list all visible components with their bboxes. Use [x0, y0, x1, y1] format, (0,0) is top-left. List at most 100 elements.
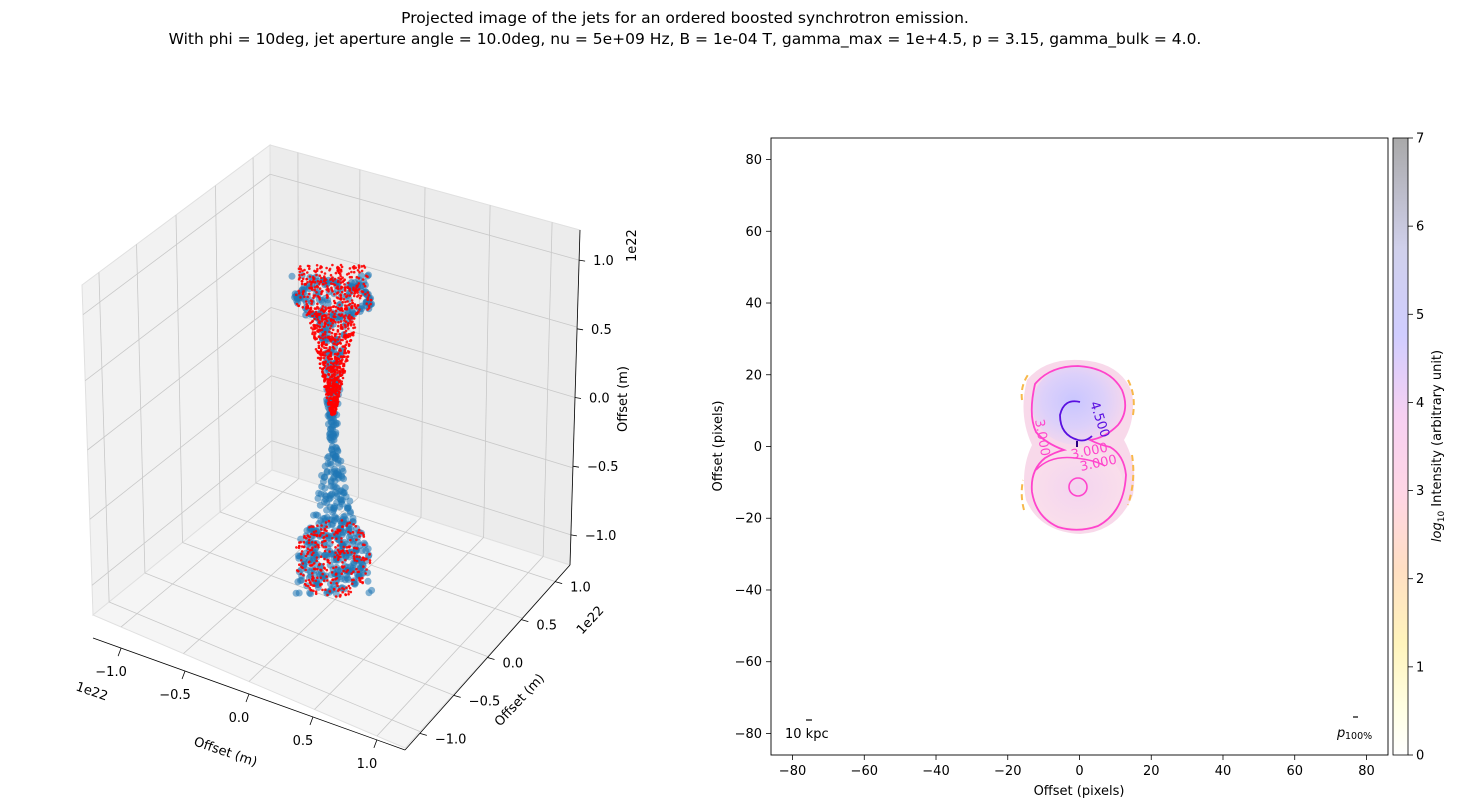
scatter-point — [348, 267, 352, 270]
scatter-point — [321, 367, 324, 371]
scatter-point — [339, 367, 342, 370]
scatter-point — [306, 295, 310, 299]
scatter-point — [333, 404, 337, 408]
scatter-point — [332, 362, 335, 366]
scatter-point — [323, 322, 327, 326]
scatter-point — [340, 290, 344, 294]
scatter-point — [341, 300, 345, 304]
scatter-point — [343, 292, 347, 296]
scatter-point — [352, 554, 356, 558]
colorbar-tick-label: 0 — [1416, 749, 1424, 764]
scatter-point — [335, 394, 339, 398]
scatter-3d-panel: −1.0 −0.5 0.0 0.5 1.0 −1.0 −0.5 0.0 0.5 1.0 −1.0 −0… — [74, 144, 640, 772]
scatter-point — [312, 511, 320, 519]
scatter-point — [334, 340, 337, 343]
scatter-point — [306, 305, 310, 309]
scatter-point — [316, 280, 320, 283]
scatter-point — [321, 541, 324, 544]
contour-label-3000-a: 3.000 — [1031, 418, 1052, 457]
scatter-point — [325, 453, 333, 460]
z-tick-label-3d: 0.0 — [589, 392, 610, 407]
scatter-point — [348, 275, 352, 279]
scatter-point — [315, 556, 319, 559]
scatter-point — [336, 548, 340, 552]
scatter-point — [308, 264, 311, 268]
scatter-point — [321, 370, 324, 373]
scatter-point — [347, 590, 350, 593]
scatter-point — [339, 270, 343, 273]
scatter-point — [337, 589, 340, 592]
scatter-point — [350, 578, 354, 582]
scatter-point — [300, 550, 304, 553]
scatter-point — [344, 307, 347, 310]
scatter-point — [334, 401, 338, 404]
scatter-point — [297, 304, 301, 308]
scatter-point — [309, 286, 312, 290]
scatter-point — [351, 530, 355, 534]
scatter-points — [288, 263, 376, 598]
scatter-point — [327, 403, 331, 406]
scatter-point — [297, 289, 301, 293]
scatter-point — [347, 530, 350, 534]
scatter-point — [328, 335, 331, 339]
scatter-point — [310, 281, 314, 284]
scatter-point — [345, 295, 348, 299]
scatter-point — [323, 557, 326, 561]
scatter-point — [339, 296, 343, 300]
scatter-point — [313, 286, 317, 289]
scatter-point — [325, 346, 328, 350]
scatter-point — [314, 592, 318, 596]
scatter-point — [329, 318, 333, 322]
scatter-point — [335, 332, 338, 336]
scatter-point — [351, 582, 354, 586]
scatter-point — [313, 288, 317, 292]
scatter-point — [356, 269, 360, 272]
scatter-point — [343, 289, 347, 292]
scatter-point — [350, 291, 353, 295]
scatter-point — [319, 336, 322, 340]
scatter-point — [334, 309, 338, 313]
scatter-point — [353, 292, 356, 295]
scatter-point — [333, 301, 337, 305]
scatter-point — [358, 308, 361, 311]
scatter-point — [359, 569, 367, 577]
scatter-point — [332, 412, 336, 416]
scatter-point — [332, 395, 336, 399]
scatter-point — [297, 292, 301, 295]
scatter-point — [337, 321, 340, 324]
scatter-point — [311, 575, 314, 578]
scatter-point — [320, 316, 324, 320]
scatter-point — [308, 549, 312, 552]
scatter-point — [310, 314, 314, 318]
scatter-point — [323, 325, 327, 328]
scatter-point — [345, 570, 348, 573]
scatter-point — [333, 334, 337, 338]
scatter-point — [322, 562, 325, 566]
scatter-point — [354, 525, 358, 528]
scatter-point — [299, 265, 302, 268]
y-axis-label-2d: Offset (pixels) — [711, 401, 726, 492]
scatter-point — [304, 300, 308, 303]
scatter-point — [348, 289, 352, 292]
scatter-point — [348, 314, 351, 317]
scatter-point — [319, 582, 322, 586]
y-tick-3d — [419, 732, 427, 736]
scatter-point — [339, 325, 343, 329]
scatter-point — [341, 376, 345, 380]
z-tick-label-3d: −0.5 — [587, 460, 619, 475]
scatter-point — [343, 278, 347, 282]
scatter-point — [359, 294, 363, 298]
scatter-point — [304, 554, 308, 558]
scatter-point — [345, 586, 348, 590]
x-tick-label-3d: −1.0 — [95, 665, 127, 680]
scatter-point — [303, 268, 306, 272]
grid-line-3d — [376, 556, 544, 737]
scatter-point — [321, 351, 325, 354]
z-tick-3d — [579, 259, 586, 262]
scatter-point — [347, 344, 351, 348]
scatter-point — [333, 283, 337, 287]
colorbar — [1393, 138, 1408, 755]
scatter-point — [323, 361, 327, 365]
scatter-point — [298, 276, 302, 279]
contour-4500 — [1059, 400, 1093, 442]
